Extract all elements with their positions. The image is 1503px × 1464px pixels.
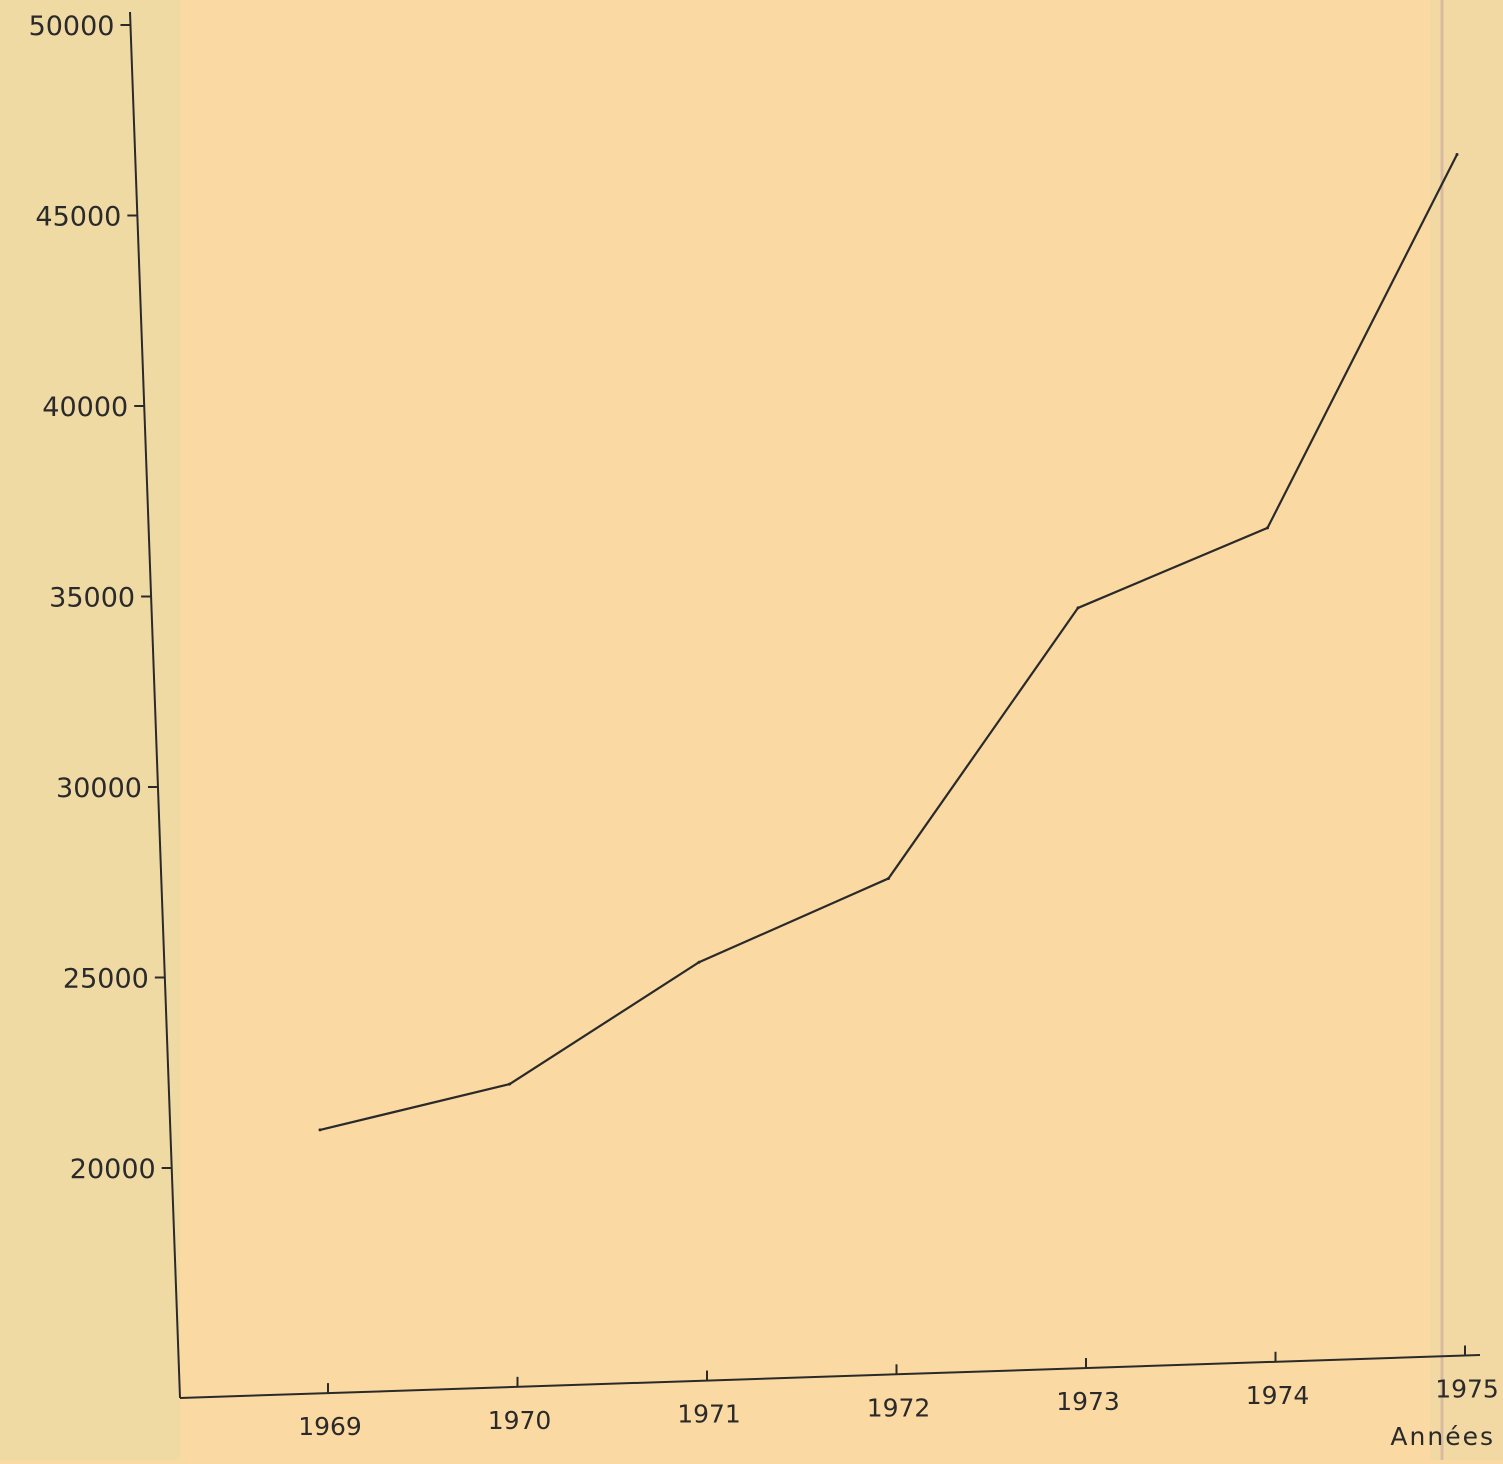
x-tick-label: 1975 xyxy=(1435,1374,1499,1403)
y-tick-label: 50000 xyxy=(29,11,115,42)
data-point xyxy=(697,960,701,964)
axes xyxy=(129,11,1481,1399)
data-point xyxy=(1076,606,1080,610)
data-point xyxy=(318,1128,322,1132)
y-tick-label: 45000 xyxy=(35,202,121,233)
x-tick-label: 1974 xyxy=(1246,1381,1310,1410)
data-point xyxy=(1455,153,1459,157)
x-tick-label: 1973 xyxy=(1056,1387,1120,1416)
data-point xyxy=(887,876,890,880)
y-tick-label: 40000 xyxy=(42,392,128,423)
x-tick-label: 1969 xyxy=(298,1412,362,1441)
y-tick-label: 25000 xyxy=(63,964,149,995)
x-axis-line xyxy=(179,1354,1481,1399)
data-point xyxy=(508,1082,511,1086)
x-tick-label: 1970 xyxy=(488,1406,552,1435)
x-tick-label: 1972 xyxy=(867,1393,931,1422)
ticks: 50000 45000 40000 35000 30000 25000 20000 1969 1… xyxy=(29,11,1499,1441)
y-tick-label: 20000 xyxy=(70,1154,156,1185)
x-tick-label: 1971 xyxy=(677,1400,741,1429)
series xyxy=(318,153,1459,1132)
y-tick-label: 35000 xyxy=(49,583,135,614)
y-tick-label: 30000 xyxy=(56,773,142,804)
x-axis-label: Années xyxy=(1390,1422,1495,1451)
data-point xyxy=(1266,526,1269,530)
series-line xyxy=(319,154,1458,1131)
